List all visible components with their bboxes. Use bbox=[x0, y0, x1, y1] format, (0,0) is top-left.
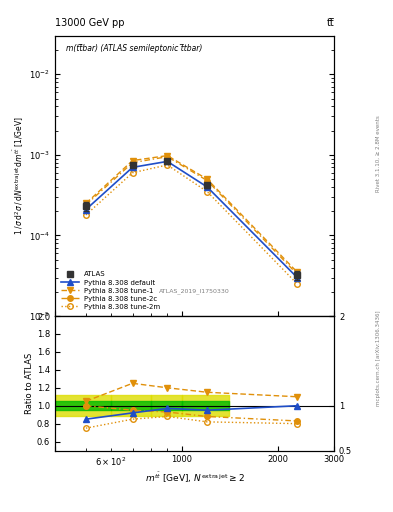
Text: Rivet 3.1.10, ≥ 2.8M events: Rivet 3.1.10, ≥ 2.8M events bbox=[376, 115, 381, 192]
Text: 13000 GeV pp: 13000 GeV pp bbox=[55, 18, 125, 28]
Text: ATLAS_2019_I1750330: ATLAS_2019_I1750330 bbox=[159, 288, 230, 294]
Text: mcplots.cern.ch [arXiv:1306.3436]: mcplots.cern.ch [arXiv:1306.3436] bbox=[376, 311, 381, 406]
Text: m(tt̅bar) (ATLAS semileptonic t̅tbar): m(tt̅bar) (ATLAS semileptonic t̅tbar) bbox=[66, 44, 202, 53]
Legend: ATLAS, Pythia 8.308 default, Pythia 8.308 tune-1, Pythia 8.308 tune-2c, Pythia 8: ATLAS, Pythia 8.308 default, Pythia 8.30… bbox=[59, 269, 163, 313]
Y-axis label: Ratio to ATLAS: Ratio to ATLAS bbox=[25, 353, 34, 414]
X-axis label: $m^{t\bar{t}}$ [GeV], $N^{\mathrm{extra\,jet}} \geq 2$: $m^{t\bar{t}}$ [GeV], $N^{\mathrm{extra\… bbox=[145, 471, 244, 485]
Y-axis label: $1\,/\,\sigma\,\mathrm{d}^2\sigma\,/\,\mathrm{d}N^{\mathrm{extra\,jet}}\,\mathrm: $1\,/\,\sigma\,\mathrm{d}^2\sigma\,/\,\m… bbox=[12, 116, 26, 236]
Text: tt̅: tt̅ bbox=[326, 18, 334, 28]
